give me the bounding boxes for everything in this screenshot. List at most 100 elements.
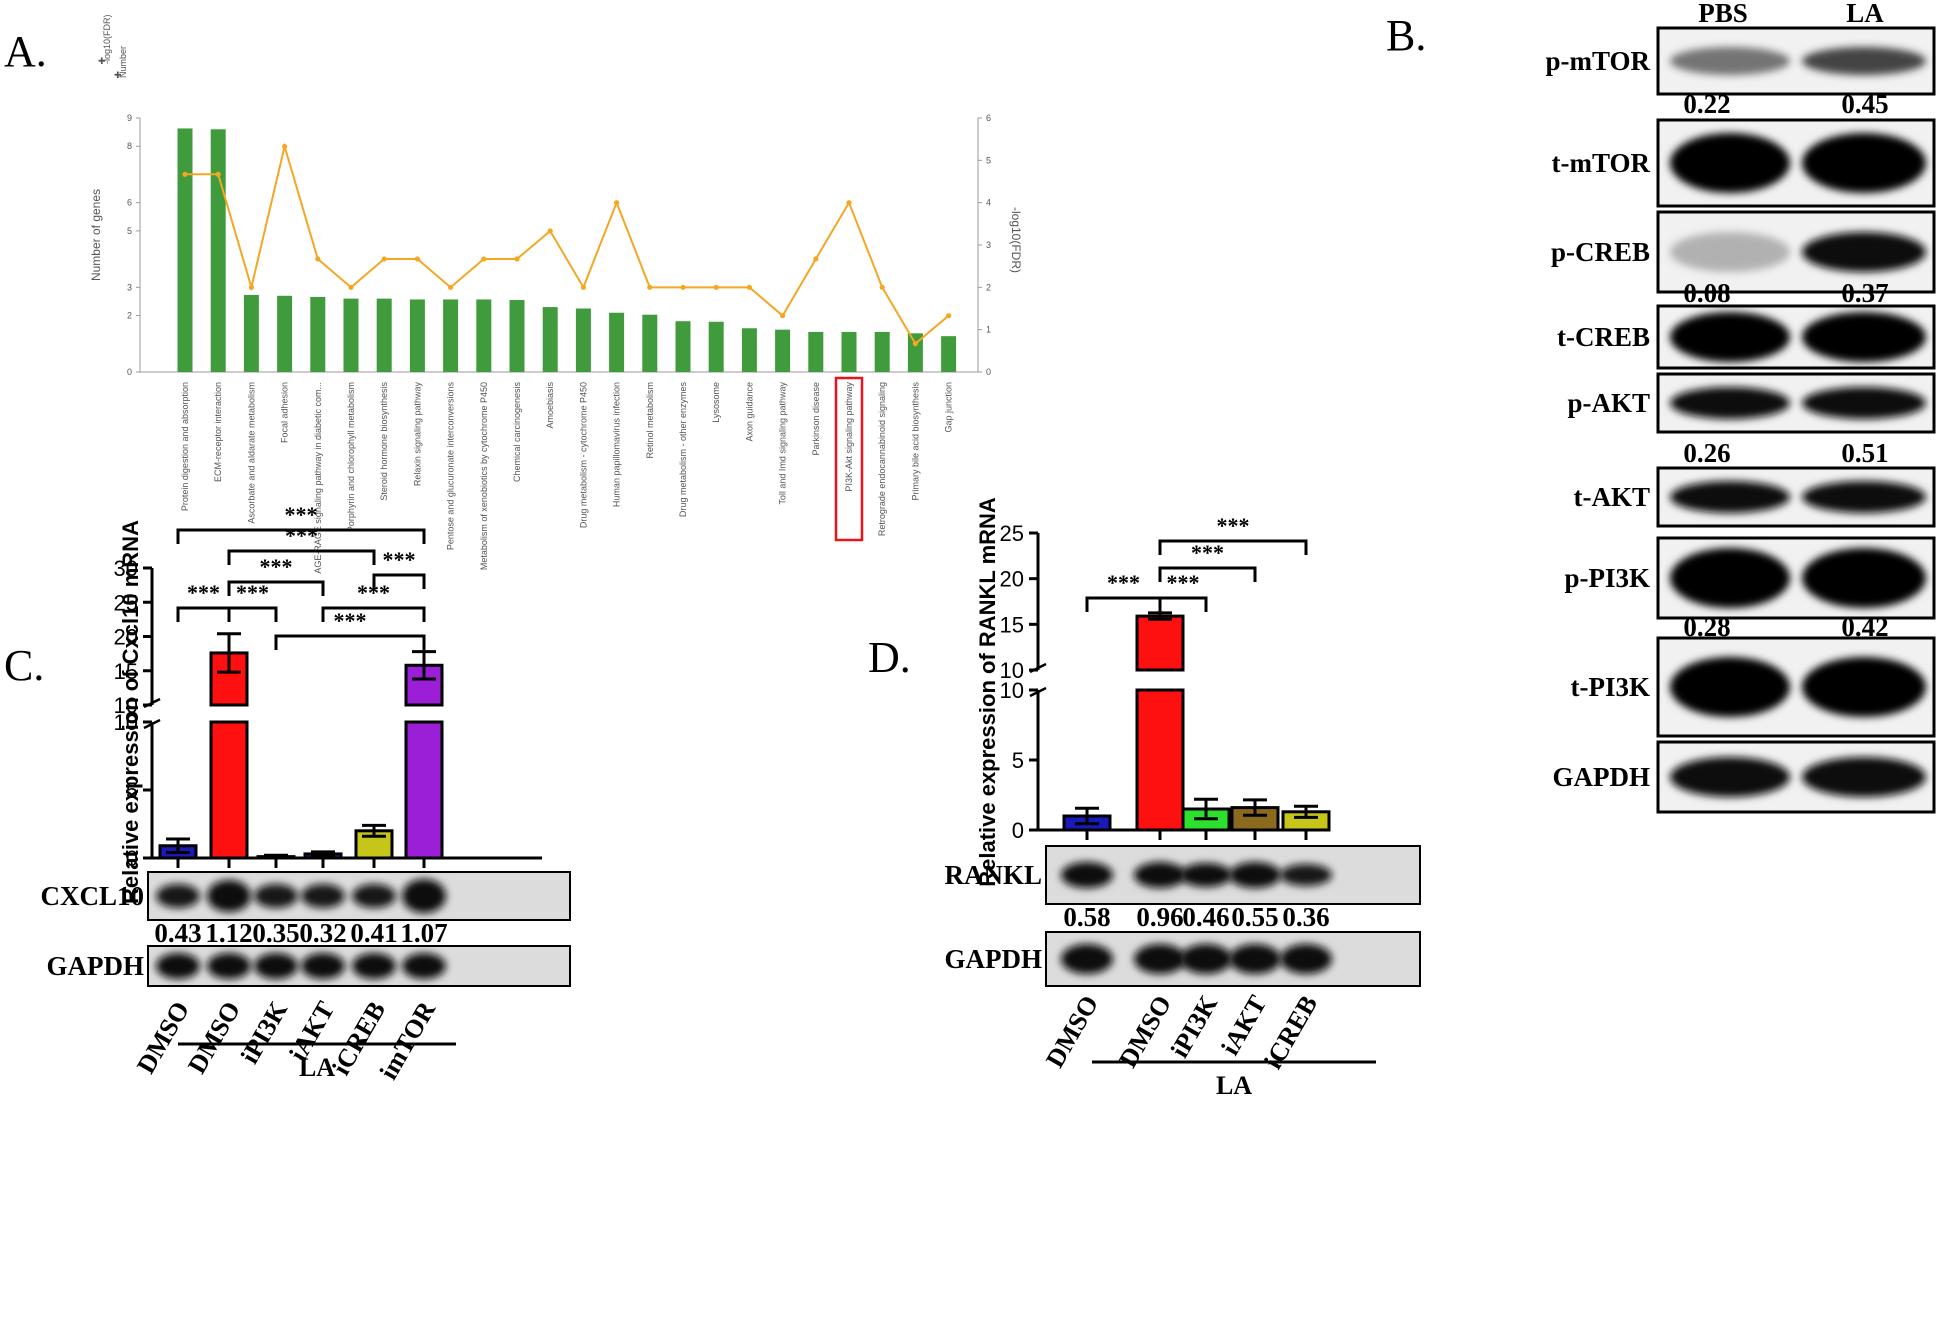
kegg-category-label: Relaxin signaling pathway: [412, 382, 422, 487]
kegg-bar: [609, 312, 625, 372]
significance-bracket: [227, 549, 376, 565]
blot-band: [1802, 657, 1926, 717]
y-tick-label: 15: [1000, 612, 1024, 637]
kegg-line-point: [580, 284, 587, 290]
kegg-bar: [277, 295, 293, 372]
legend-number: Number: [118, 46, 128, 78]
kegg-bar: [210, 129, 226, 372]
kegg-enrichment-chart: ✚ -log10(FDR) ✚ Number Number of genes -…: [89, 14, 1023, 573]
bar: [1135, 614, 1185, 672]
y-tick-label: 15: [114, 659, 138, 684]
kegg-y2-tick-label: 3: [986, 240, 991, 250]
quant-value: 0.58: [1063, 902, 1110, 932]
quant-value: 0.46: [1182, 902, 1229, 932]
kegg-bar: [509, 300, 525, 372]
blot-band: [1229, 944, 1281, 974]
bar-break-gap: [1135, 672, 1185, 688]
significance-stars: ***: [1191, 540, 1224, 565]
significance-bracket: [227, 580, 325, 596]
kegg-bar: [907, 333, 923, 372]
blot-row-label: p-CREB: [1551, 237, 1650, 267]
blot-band: [402, 953, 446, 979]
kegg-category-label: Pentose and glucuronate interconversions: [446, 382, 456, 551]
kegg-legend: ✚ -log10(FDR) ✚ Number: [98, 14, 128, 80]
kegg-bar: [941, 336, 957, 372]
cxcl10-bar-chart: Relative expression of Cxcl10 mRNA 05101…: [40, 502, 571, 1084]
kegg-category-label: Steroid hormone biosynthesis: [379, 382, 389, 501]
quant-value: 0.96: [1136, 902, 1183, 932]
significance-stars: ***: [285, 502, 318, 527]
column-header-la: LA: [1846, 0, 1884, 28]
kegg-line-point: [713, 284, 719, 290]
blot-band: [1180, 863, 1232, 887]
kegg-line-point: [846, 200, 852, 206]
group-label: LA: [1216, 1071, 1252, 1100]
quant-value: 0.08: [1683, 278, 1730, 308]
blot-row-label: t-CREB: [1557, 322, 1650, 352]
significance-stars: ***: [1107, 570, 1140, 595]
y-tick-label: 25: [1000, 521, 1024, 546]
kegg-bar: [343, 298, 359, 372]
kegg-line-point: [481, 256, 487, 262]
legend-plus-icon: ✚: [98, 56, 106, 66]
blot-band: [1229, 862, 1281, 888]
category-label: DMSO: [182, 997, 246, 1079]
kegg-bar: [476, 299, 492, 372]
significance-stars: ***: [285, 523, 318, 548]
axis-break-mark: [1029, 686, 1047, 698]
blot-band: [1061, 862, 1113, 888]
blot-band: [1802, 133, 1926, 193]
blot-row-label: p-AKT: [1567, 388, 1650, 418]
kegg-line-point: [614, 200, 620, 206]
significance-bracket: [176, 606, 231, 622]
kegg-bar: [775, 329, 791, 372]
quant-value: 0.36: [1282, 902, 1329, 932]
y-tick-label: 20: [114, 625, 138, 650]
category-label: DMSO: [1113, 991, 1177, 1073]
kegg-bar: [443, 299, 459, 372]
blot-band: [156, 884, 200, 908]
kegg-y-tick-label: 6: [127, 198, 132, 208]
y-tick-label: 10: [114, 693, 138, 718]
blot-band: [254, 953, 298, 979]
kegg-category-label: Human papillomavirus infection: [612, 382, 622, 507]
blot-band: [1802, 387, 1926, 419]
kegg-y2-axis-label: -log10(FDR): [1009, 207, 1023, 273]
bar: [404, 720, 444, 860]
blot-band: [1802, 757, 1926, 797]
y-tick-label: 10: [1000, 658, 1024, 683]
blot-row-label: GAPDH: [1553, 762, 1651, 792]
quant-value: 0.32: [299, 918, 346, 948]
y-tick-label: 30: [114, 556, 138, 581]
quant-value: 0.41: [350, 918, 397, 948]
kegg-category-label: Focal adhesion: [280, 382, 290, 443]
quant-value: 1.12: [205, 918, 252, 948]
kegg-bar: [808, 331, 824, 372]
kegg-line-point: [746, 284, 753, 290]
blot-row-label: GAPDH: [945, 944, 1043, 974]
bar-break-gap: [209, 707, 249, 720]
panel-label-c: C.: [4, 641, 44, 690]
blot-band: [1134, 862, 1186, 888]
quant-value: 0.26: [1683, 438, 1730, 468]
quant-value: 0.35: [252, 918, 299, 948]
kegg-category-label: Gap junction: [944, 382, 954, 433]
kegg-line-point: [680, 284, 686, 290]
kegg-y2-tick-label: 0: [986, 367, 991, 377]
blot-band: [1802, 548, 1926, 608]
kegg-line-point: [414, 256, 420, 262]
significance-bracket: [1158, 596, 1208, 612]
blot-band: [1802, 47, 1926, 75]
kegg-y-tick-label: 0: [127, 367, 132, 377]
kegg-category-label: Porphyrin and chlorophyll metabolism: [346, 382, 356, 532]
blot-row-label: t-mTOR: [1552, 148, 1651, 178]
blot-band: [1280, 864, 1332, 886]
legend-fdr: -log10(FDR): [102, 14, 112, 64]
kegg-line-point: [381, 256, 387, 262]
blot-band: [1061, 944, 1113, 974]
blot-band: [301, 953, 345, 979]
kegg-category-label: Chemical carcinogenesis: [512, 382, 522, 483]
legend-plus-icon: ✚: [114, 70, 122, 80]
highlight-box: [834, 376, 864, 542]
